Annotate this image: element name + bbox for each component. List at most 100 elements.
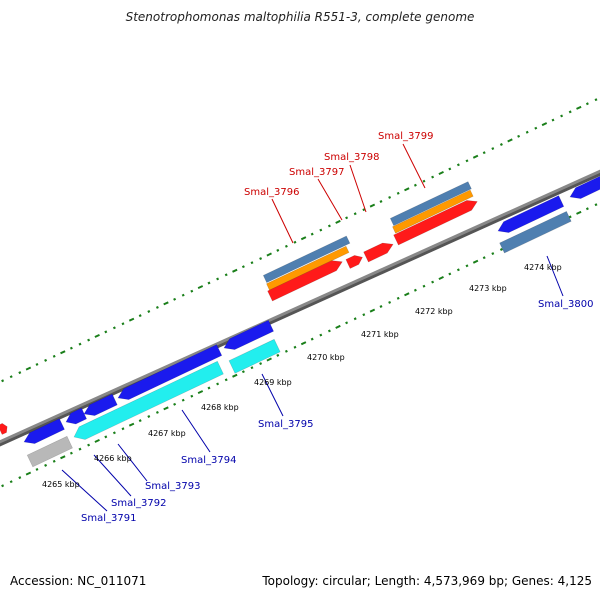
scale-tick (94, 438, 100, 443)
scale-tick (585, 207, 589, 211)
scale-tick (585, 102, 589, 106)
scale-tick (448, 272, 452, 276)
scale-tick (465, 264, 469, 268)
scale-tick (259, 362, 263, 366)
scale-guides (1, 98, 598, 488)
scale-tick (250, 366, 254, 370)
scale-tick (138, 314, 142, 318)
backbone-axis (0, 169, 600, 444)
scale-tick (327, 329, 331, 333)
feature-orange (392, 189, 474, 234)
scale-tick (310, 337, 314, 341)
scale-tick (482, 256, 486, 260)
scale-tick (224, 273, 228, 277)
scale-tick (216, 277, 220, 281)
scale-tick (456, 268, 460, 272)
backbone-shadow (0, 170, 600, 447)
scale-tick (525, 130, 529, 134)
scale-tick (259, 257, 263, 261)
scale-tick (241, 265, 245, 269)
scale-label: 4266 kbp (94, 454, 132, 463)
backbone-group (0, 169, 600, 447)
scale-tick (69, 346, 73, 350)
scale-tick (60, 455, 66, 460)
scale-tick (517, 134, 521, 138)
gene-label: Smal_3791 (81, 513, 136, 524)
scale-tick (413, 288, 417, 292)
scale-label: 4270 kbp (307, 353, 345, 362)
scale-tick (190, 394, 194, 398)
feature-cyan (228, 338, 281, 374)
scale-tick (69, 451, 73, 455)
gene-leader-line (93, 454, 132, 497)
feature-steelblue (262, 235, 351, 283)
scale-tick (155, 410, 159, 414)
scale-tick (173, 297, 177, 301)
scale-tick (216, 382, 220, 386)
scale-tick (25, 471, 32, 476)
scale-tick (422, 179, 426, 183)
scale-tick (250, 261, 254, 265)
scale-tick (284, 244, 288, 248)
gene-leader-line (117, 443, 148, 482)
scale-tick (147, 310, 151, 313)
gene-leader-line (402, 143, 426, 189)
scale-tick (422, 284, 426, 288)
scale-tick (87, 338, 91, 342)
scale-tick (284, 349, 288, 353)
gene-labels: Smal_3791 Smal_3792 Smal_3793 Smal_3794 Smal… (81, 131, 593, 524)
scale-tick (499, 248, 503, 251)
scale-tick (300, 341, 307, 346)
scale-tick (9, 375, 13, 379)
scale-tick (173, 402, 177, 406)
gene-leader-line (546, 255, 564, 297)
gene-leader-line (181, 409, 211, 453)
feature-blue (65, 407, 87, 425)
scale-tick (155, 305, 159, 309)
gene-label: Smal_3792 (111, 498, 166, 509)
scale-tick (112, 431, 116, 435)
scale-tick (44, 463, 48, 467)
scale-tick (241, 370, 245, 374)
scale-tick (181, 398, 185, 402)
scale-tick (1, 379, 5, 383)
scale-tick (576, 105, 582, 110)
scale-tick (190, 289, 194, 293)
gene-leader-line (261, 373, 284, 417)
scale-tick (104, 330, 108, 334)
scale-tick (87, 443, 91, 447)
scale-tick (499, 143, 503, 146)
gene-label: Smal_3793 (145, 481, 200, 492)
scale-tick (293, 345, 297, 349)
scale-tick (594, 203, 598, 207)
scale-tick (335, 324, 341, 329)
scale-tick (507, 138, 513, 143)
scale-tick (576, 210, 582, 215)
scale-tick (276, 248, 280, 252)
scale-tick (362, 313, 366, 317)
scale-tick (78, 342, 82, 346)
scale-tick (128, 317, 135, 322)
scale-tick (379, 305, 383, 308)
scale-tick (35, 467, 39, 471)
scale-tick (396, 296, 400, 300)
scale-tick (163, 301, 169, 306)
accession-text: Accession: NC_011071 (10, 574, 147, 588)
label-leaders (61, 143, 564, 512)
scale-tick (35, 362, 39, 366)
feature-red (0, 423, 8, 435)
feature-group (0, 175, 600, 468)
scale-tick (128, 422, 135, 427)
scale-tick (491, 252, 495, 256)
scale-tick (345, 321, 349, 325)
gene-leader-line (271, 198, 294, 244)
scale-tick (448, 167, 452, 171)
scale-tick (112, 326, 116, 330)
feature-red (345, 255, 363, 269)
gene-label: Smal_3797 (289, 167, 344, 178)
feature-blue (223, 319, 275, 350)
scale-tick (362, 208, 366, 212)
scale-tick (369, 203, 376, 208)
scale-tick (353, 317, 357, 321)
